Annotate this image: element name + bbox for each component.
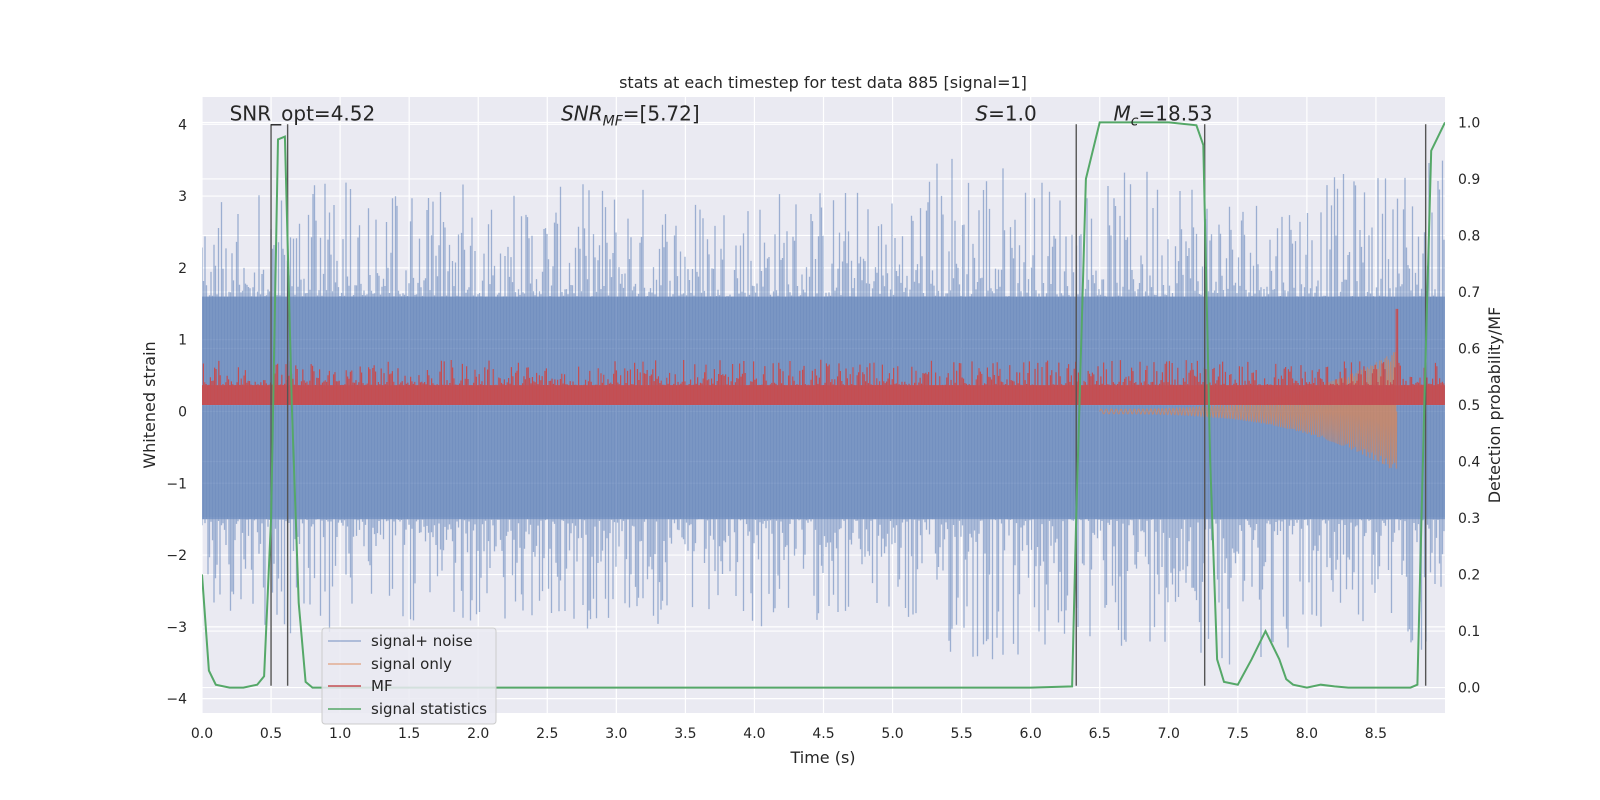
legend-label-signal-only: signal only [371, 655, 452, 673]
x-tick-label: 5.5 [950, 726, 972, 742]
x-tick-label: 6.5 [1089, 726, 1111, 742]
y-tick-label: 2 [178, 261, 187, 277]
x-tick-label: 7.5 [1227, 726, 1249, 742]
y-axis-label: Whitened strain [140, 341, 159, 468]
x-tick-label: 0.0 [191, 726, 213, 742]
signal-statistics-line [202, 121, 1445, 689]
vertical-markers [270, 124, 1427, 686]
x-tick-label: 2.5 [536, 726, 558, 742]
x-tick-label: 8.0 [1296, 726, 1318, 742]
y-tick-label: −1 [166, 476, 187, 492]
x-tick-label: 0.5 [260, 726, 282, 742]
x-tick-label: 5.0 [881, 726, 903, 742]
annotation-3: Mc=18.53 [1114, 102, 1213, 130]
y-right-tick-label: 0.4 [1458, 455, 1480, 471]
series-signal-only [1099, 352, 1398, 469]
y-right-tick-label: 0.7 [1458, 285, 1480, 301]
x-tick-label: 8.5 [1365, 726, 1387, 742]
plot-area [202, 121, 1445, 689]
x-tick-label: 6.0 [1020, 726, 1042, 742]
y-tick-label: −2 [166, 548, 187, 564]
y-tick-label: 0 [178, 404, 187, 420]
y-right-axis-ticks: 0.0 0.1 0.2 0.3 0.4 0.5 0.6 0.7 0.8 0.9 1.0 [1458, 115, 1480, 696]
annotation-1: SNRMF=[5.72] [561, 102, 700, 130]
x-tick-label: 3.0 [605, 726, 627, 742]
chart-title: stats at each timestep for test data 885… [619, 73, 1027, 92]
y-tick-label: −4 [166, 692, 187, 708]
y-right-tick-label: 0.0 [1458, 681, 1480, 697]
series-mf [202, 308, 1445, 405]
x-tick-label: 3.5 [674, 726, 696, 742]
y-right-tick-label: 0.2 [1458, 568, 1480, 584]
x-tick-label: 1.5 [398, 726, 420, 742]
y-right-axis-label: Detection probability/MF [1485, 307, 1504, 504]
x-tick-label: 2.0 [467, 726, 489, 742]
y-right-tick-label: 0.3 [1458, 511, 1480, 527]
y-right-tick-label: 0.9 [1458, 172, 1480, 188]
series-signal-statistics [202, 121, 1445, 689]
x-tick-label: 4.5 [812, 726, 834, 742]
mf-trace [202, 308, 1445, 405]
x-tick-label: 7.0 [1158, 726, 1180, 742]
x-tick-label: 4.0 [743, 726, 765, 742]
y-right-tick-label: 0.5 [1458, 398, 1480, 414]
y-right-tick-label: 0.6 [1458, 341, 1480, 357]
signal-only-trace [1099, 352, 1398, 469]
y-tick-label: 1 [178, 333, 187, 349]
y-axis-ticks: −4 −3 −2 −1 0 1 2 3 4 [166, 117, 187, 707]
y-tick-label: −3 [166, 620, 187, 636]
legend: signal+ noise signal only MF signal stat… [321, 627, 497, 725]
y-tick-label: 3 [178, 189, 187, 205]
legend-label-signal-noise: signal+ noise [371, 632, 473, 650]
annotation-0: SNR_opt=4.52 [230, 102, 376, 126]
legend-label-signal-statistics: signal statistics [371, 700, 487, 718]
y-right-tick-label: 0.8 [1458, 228, 1480, 244]
y-right-tick-label: 0.1 [1458, 624, 1480, 640]
annotation-2: S=1.0 [975, 102, 1036, 126]
annotations: SNR_opt=4.52 SNRMF=[5.72] S=1.0 Mc=18.53 [230, 102, 1213, 130]
x-tick-label: 1.0 [329, 726, 351, 742]
legend-label-mf: MF [371, 677, 393, 695]
y-tick-label: 4 [178, 117, 187, 133]
x-axis-label: Time (s) [789, 748, 855, 767]
legend-box [321, 627, 497, 725]
y-right-tick-label: 1.0 [1458, 115, 1480, 131]
x-axis-ticks: 0.0 0.5 1.0 1.5 2.0 2.5 3.0 3.5 4.0 4.5 5.0 5.5 6.0 6… [191, 726, 1387, 742]
